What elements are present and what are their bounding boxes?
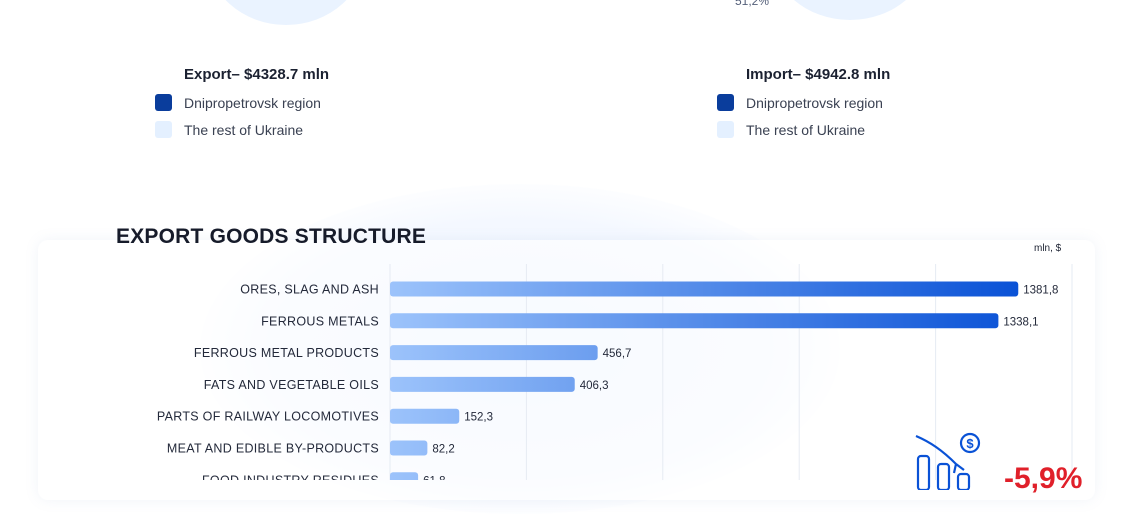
category-label: FATS AND VEGETABLE OILS	[204, 378, 379, 392]
bar	[390, 281, 1019, 297]
import-legend-item-region: Dnipropetrovsk region	[717, 94, 883, 111]
value-label: 1338,1	[1003, 316, 1038, 328]
value-label: 152,3	[464, 412, 493, 424]
export-legend-item-region: Dnipropetrovsk region	[155, 94, 321, 111]
bar	[390, 345, 598, 361]
chart-bars	[390, 281, 1019, 480]
legend-label: The rest of Ukraine	[184, 121, 304, 138]
bar	[390, 313, 999, 329]
decline-percent: -5,9%	[1004, 462, 1083, 495]
export-legend-title: Export– $4328.7 mln	[184, 66, 330, 83]
legend-label: The rest of Ukraine	[746, 121, 866, 138]
value-label: 82,2	[432, 444, 454, 456]
section-title: EXPORT GOODS STRUCTURE	[116, 225, 427, 248]
bar	[390, 440, 428, 456]
value-label: 406,3	[580, 380, 609, 392]
bar	[390, 376, 575, 392]
category-label: ORES, SLAG AND ASH	[240, 283, 379, 297]
export-goods-bar-chart: ORES, SLAG AND ASH 1381,8 FERROUS METALS 13…	[157, 264, 1073, 481]
chart-labels: ORES, SLAG AND ASH 1381,8 FERROUS METALS 13…	[157, 283, 1059, 481]
import-legend-title: Import– $4942.8 mln	[746, 66, 891, 83]
value-label: 1381,8	[1023, 285, 1058, 297]
svg-text:$: $	[966, 436, 974, 451]
declining-revenue-icon: $	[915, 432, 981, 490]
import-legend-item-rest: The rest of Ukraine	[717, 121, 865, 138]
unit-label: mln, $	[1034, 243, 1062, 254]
legend-label: Dnipropetrovsk region	[746, 94, 883, 111]
bar	[390, 472, 419, 480]
bar	[390, 408, 460, 424]
category-label: FOOD INDUSTRY RESIDUES	[202, 473, 379, 480]
category-label: FERROUS METALS	[261, 314, 379, 328]
category-label: MEAT AND EDIBLE BY-PRODUCTS	[167, 442, 379, 456]
light-blue-swatch	[717, 121, 734, 138]
dark-blue-swatch	[155, 94, 172, 111]
legend-label: Dnipropetrovsk region	[184, 94, 321, 111]
light-blue-swatch	[155, 121, 172, 138]
dark-blue-swatch	[717, 94, 734, 111]
category-label: PARTS OF RAILWAY LOCOMOTIVES	[157, 410, 379, 424]
category-label: FERROUS METAL PRODUCTS	[194, 346, 379, 360]
value-label: 61,8	[423, 475, 445, 480]
export-legend-item-rest: The rest of Ukraine	[155, 121, 303, 138]
value-label: 456,7	[603, 348, 632, 360]
import-pie-percent-label: 51,2%	[735, 0, 770, 8]
